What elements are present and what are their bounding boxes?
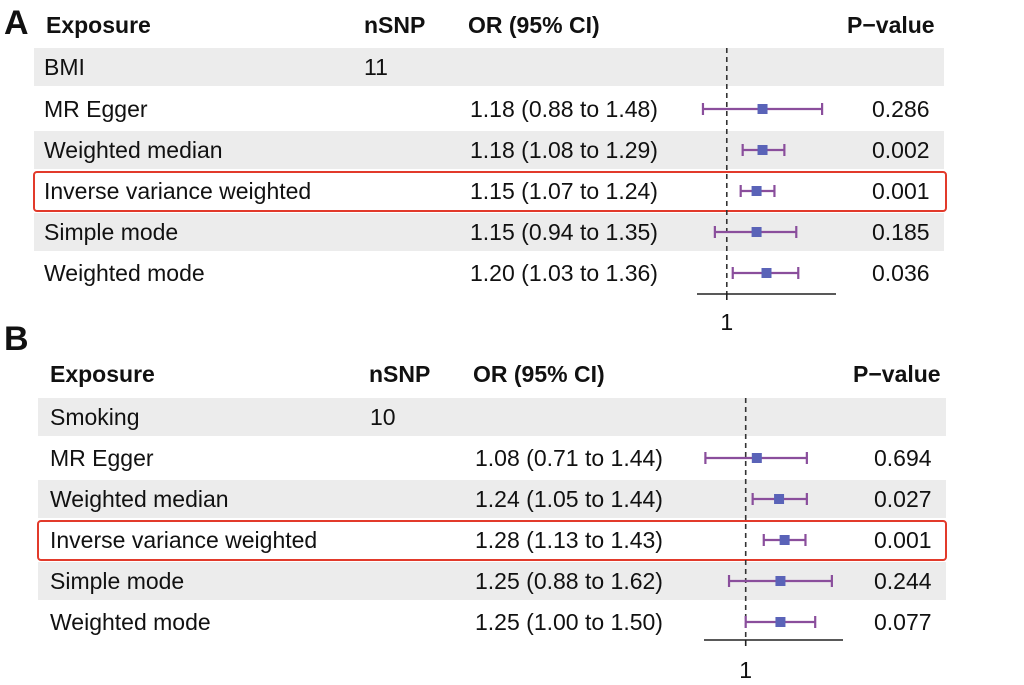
method-pvalue: 0.244 bbox=[874, 568, 932, 594]
method-row: Inverse variance weighted 1.15 (1.07 to … bbox=[34, 172, 944, 210]
header-nsnp: nSNP bbox=[364, 12, 426, 38]
method-or: 1.08 (0.71 to 1.44) bbox=[475, 445, 663, 471]
header-or: OR (95% CI) bbox=[468, 12, 600, 38]
exposure-nsnp: 11 bbox=[364, 54, 388, 80]
point-estimate bbox=[751, 453, 762, 463]
point-estimate bbox=[775, 576, 786, 586]
header-pvalue: P−value bbox=[853, 361, 941, 387]
method-pvalue: 0.001 bbox=[874, 527, 932, 553]
method-name: MR Egger bbox=[44, 96, 148, 122]
exposure-name: BMI bbox=[44, 54, 85, 80]
header-exposure: Exposure bbox=[46, 12, 151, 38]
method-row: Weighted mode 1.25 (1.00 to 1.50) 0.077 bbox=[38, 603, 946, 641]
method-row: Weighted mode 1.20 (1.03 to 1.36) 0.036 bbox=[34, 254, 944, 292]
method-pvalue: 0.002 bbox=[872, 137, 930, 163]
method-row: Weighted median 1.18 (1.08 to 1.29) 0.00… bbox=[34, 131, 944, 169]
method-name: Weighted median bbox=[44, 137, 223, 163]
header-exposure: Exposure bbox=[50, 361, 155, 387]
method-or: 1.20 (1.03 to 1.36) bbox=[470, 260, 658, 286]
method-pvalue: 0.036 bbox=[872, 260, 930, 286]
point-estimate bbox=[775, 617, 786, 627]
method-pvalue: 0.286 bbox=[872, 96, 930, 122]
point-estimate bbox=[774, 494, 785, 504]
highlight-box bbox=[33, 171, 947, 212]
method-pvalue: 0.077 bbox=[874, 609, 932, 635]
point-estimate bbox=[751, 227, 762, 237]
x-tick-label: 1 bbox=[739, 657, 752, 683]
method-name: Simple mode bbox=[44, 219, 179, 245]
exposure-name: Smoking bbox=[50, 404, 140, 430]
point-estimate bbox=[757, 145, 768, 155]
x-tick-label: 1 bbox=[720, 309, 733, 335]
method-or: 1.24 (1.05 to 1.44) bbox=[475, 486, 663, 512]
method-name: MR Egger bbox=[50, 445, 154, 471]
point-estimate bbox=[779, 535, 790, 545]
method-row: MR Egger 1.08 (0.71 to 1.44) 0.694 bbox=[38, 439, 946, 477]
header-nsnp: nSNP bbox=[369, 361, 431, 387]
method-name: Weighted mode bbox=[50, 609, 211, 635]
point-estimate bbox=[751, 186, 762, 196]
forest-plot: 1 bbox=[704, 398, 843, 683]
forest-panel-b: B Exposure nSNP OR (95% CI) P−value Smok… bbox=[0, 322, 1024, 684]
method-row: Simple mode 1.15 (0.94 to 1.35) 0.185 bbox=[34, 213, 944, 251]
method-name: Inverse variance weighted bbox=[44, 178, 312, 204]
header-or: OR (95% CI) bbox=[473, 361, 605, 387]
header-pvalue: P−value bbox=[847, 12, 935, 38]
panel-label: B bbox=[4, 320, 29, 358]
method-row: Inverse variance weighted 1.28 (1.13 to … bbox=[38, 521, 946, 559]
method-or: 1.25 (1.00 to 1.50) bbox=[475, 609, 663, 635]
method-name: Weighted mode bbox=[44, 260, 205, 286]
method-name: Simple mode bbox=[50, 568, 185, 594]
method-or: 1.18 (1.08 to 1.29) bbox=[470, 137, 658, 163]
exposure-nsnp: 10 bbox=[370, 404, 396, 430]
method-pvalue: 0.027 bbox=[874, 486, 932, 512]
method-name: Inverse variance weighted bbox=[50, 527, 318, 553]
method-pvalue: 0.001 bbox=[872, 178, 930, 204]
exposure-row: BMI 11 bbox=[34, 48, 944, 86]
method-or: 1.18 (0.88 to 1.48) bbox=[470, 96, 658, 122]
method-or: 1.25 (0.88 to 1.62) bbox=[475, 568, 663, 594]
method-row: Weighted median 1.24 (1.05 to 1.44) 0.02… bbox=[38, 480, 946, 518]
forest-panel-a: A Exposure nSNP OR (95% CI) P−value BMI … bbox=[0, 0, 1024, 342]
method-pvalue: 0.694 bbox=[874, 445, 932, 471]
method-or: 1.15 (1.07 to 1.24) bbox=[470, 178, 658, 204]
exposure-row: Smoking 10 bbox=[38, 398, 946, 436]
method-pvalue: 0.185 bbox=[872, 219, 930, 245]
forest-plot: 1 bbox=[697, 48, 836, 335]
method-or: 1.15 (0.94 to 1.35) bbox=[470, 219, 658, 245]
point-estimate bbox=[757, 104, 768, 114]
highlight-box bbox=[37, 520, 947, 561]
method-row: MR Egger 1.18 (0.88 to 1.48) 0.286 bbox=[34, 90, 944, 128]
method-or: 1.28 (1.13 to 1.43) bbox=[475, 527, 663, 553]
method-name: Weighted median bbox=[50, 486, 229, 512]
panel-label: A bbox=[4, 4, 29, 42]
point-estimate bbox=[761, 268, 772, 278]
